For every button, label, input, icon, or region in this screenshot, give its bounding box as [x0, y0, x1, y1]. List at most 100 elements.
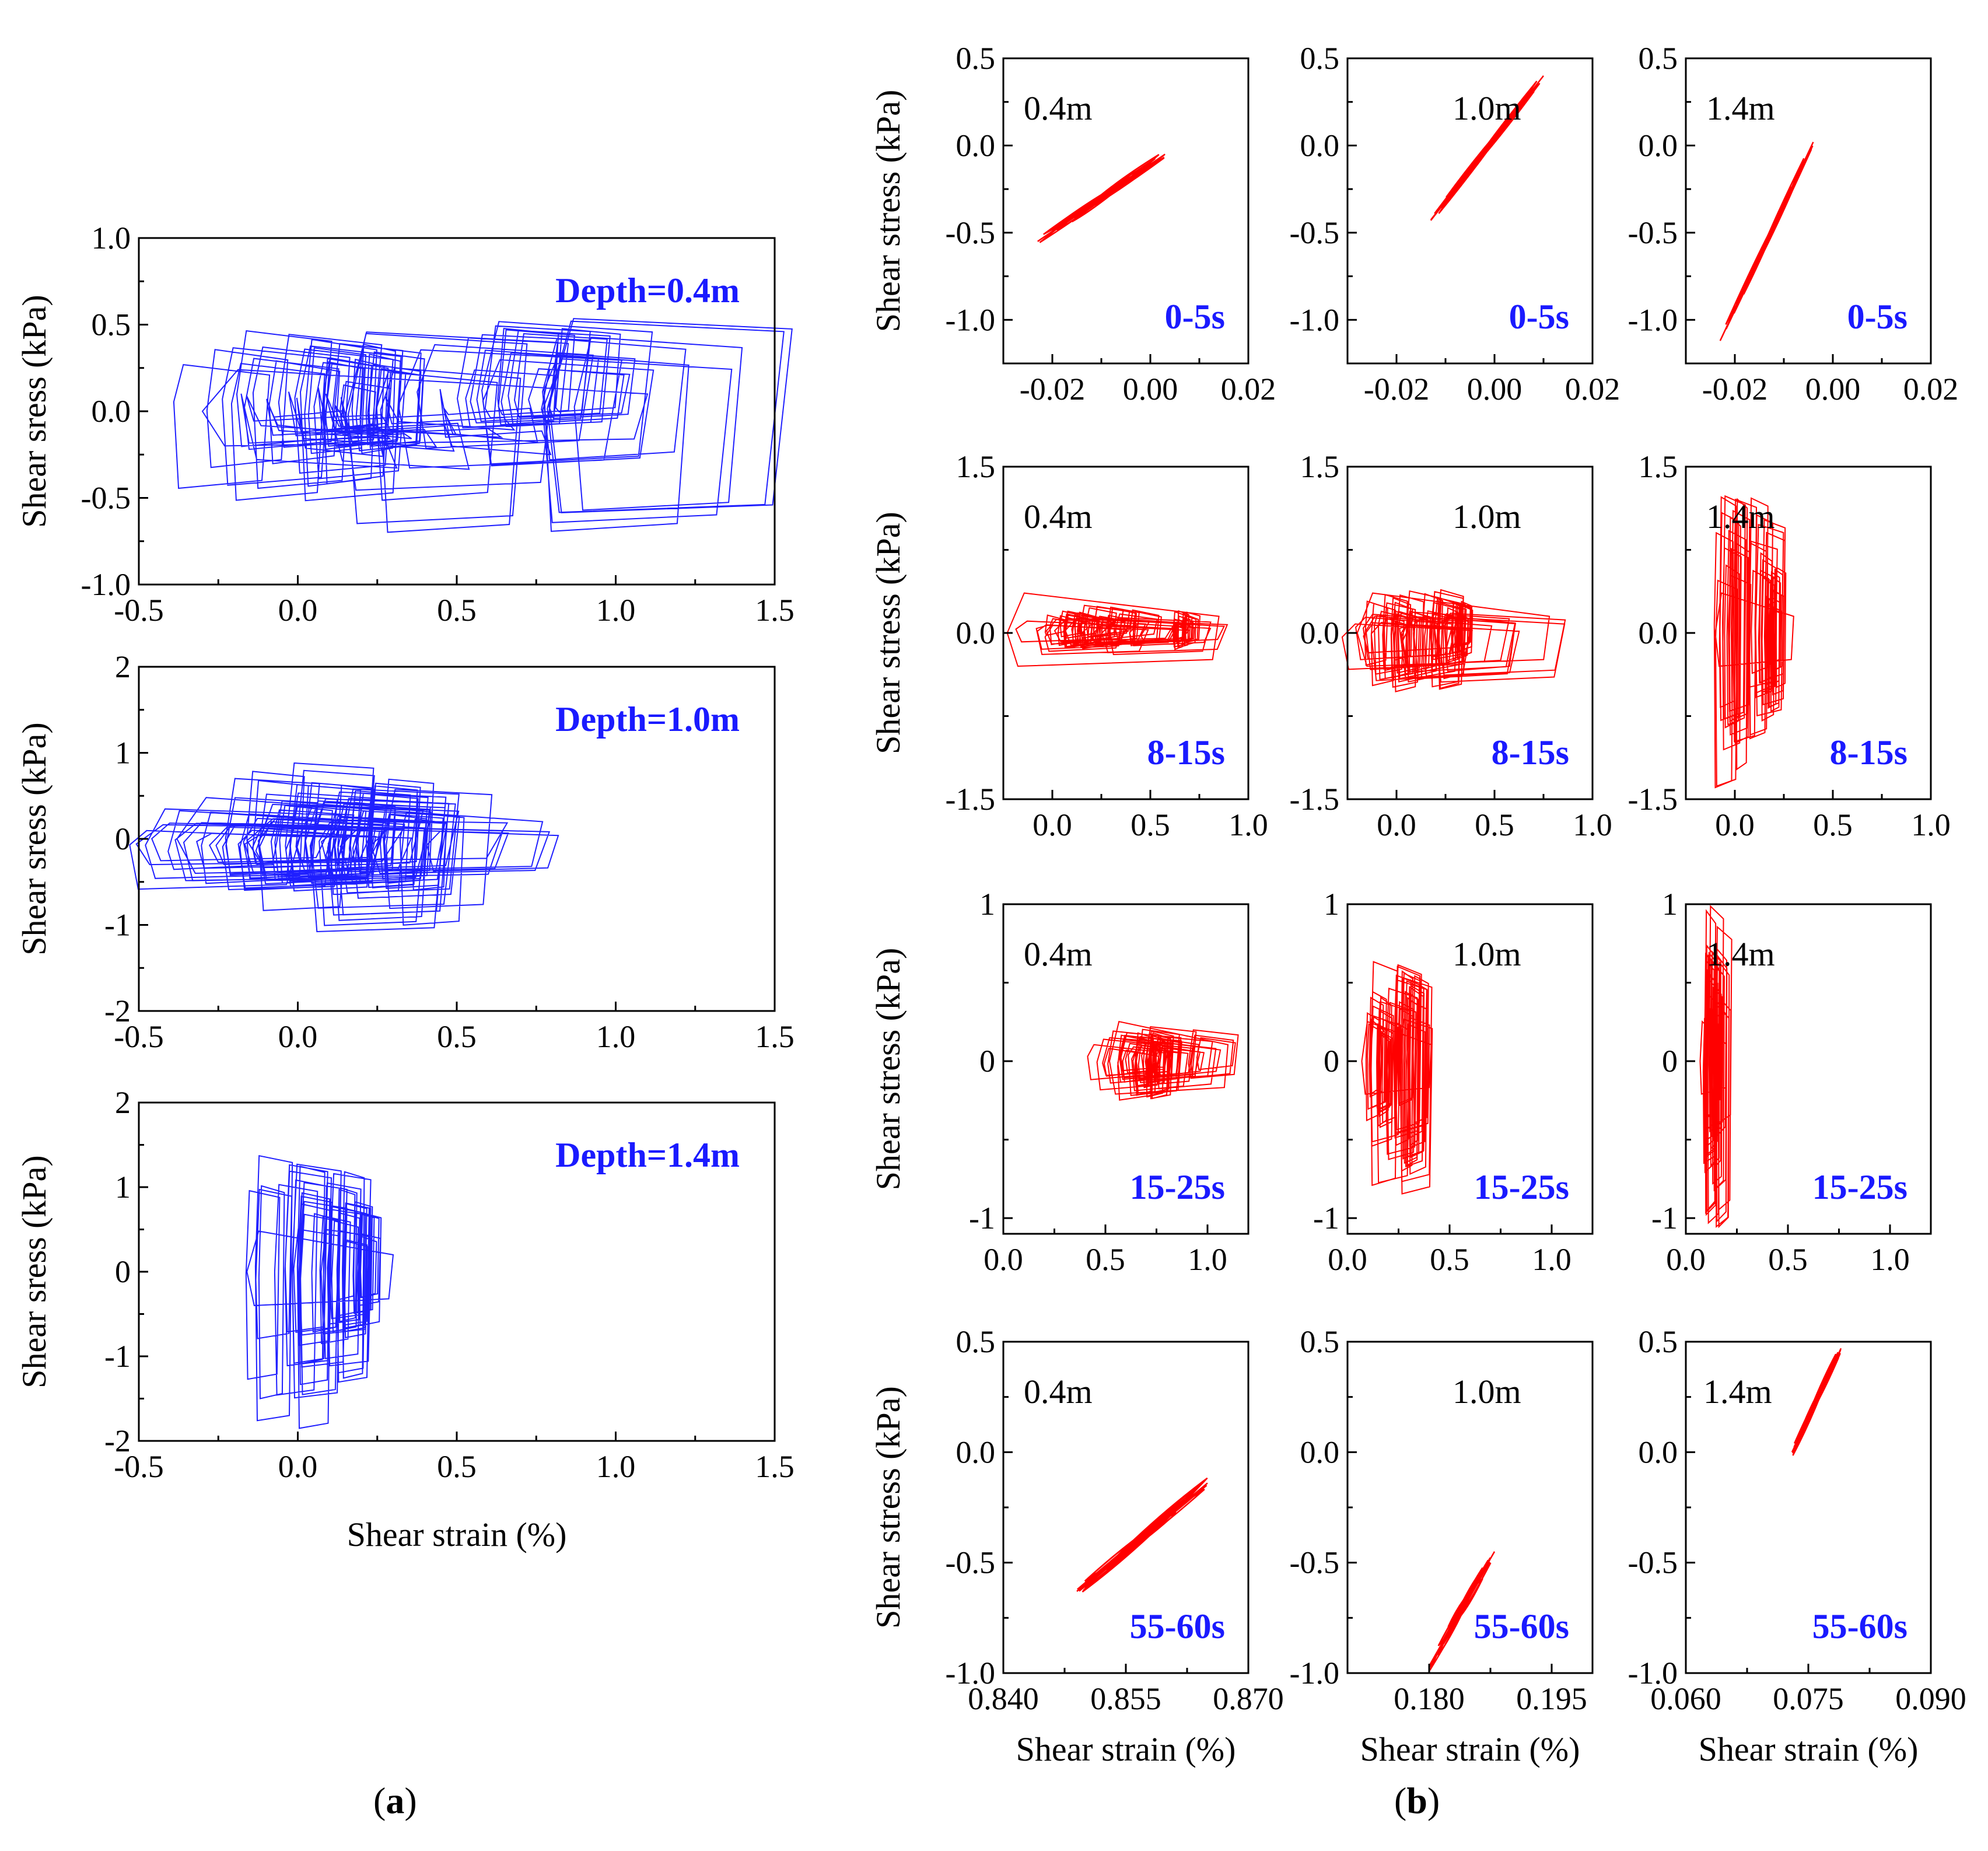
y-tick-label-b32-1: 0: [1324, 1044, 1339, 1079]
y-tick-label-a2-4: 2: [115, 649, 131, 684]
x-tick-label-a1-3: 1.0: [596, 593, 636, 628]
x-axis-label-b41: Shear strain (%): [1016, 1730, 1236, 1768]
panel-label-b: (b): [1394, 1780, 1440, 1821]
x-tick-label-b22-2: 1.0: [1573, 807, 1612, 842]
chart-b12: -0.02 0.00 0.02 -1.0 -0.5 0.0 0.5 1.0m 0-5s: [1290, 41, 1620, 407]
series-a2-loops: [129, 762, 559, 933]
x-tick-label-a2-0: -0.5: [114, 1019, 163, 1054]
y-tick-label-b31-2: 1: [979, 887, 995, 922]
y-tick-label-b32-2: 1: [1324, 887, 1339, 922]
x-tick-label-b33-1: 0.5: [1768, 1242, 1808, 1277]
y-tick-label-b13-2: 0.0: [1639, 128, 1678, 163]
y-tick-label-b31-1: 0: [979, 1044, 995, 1079]
y-tick-label-b43-1: -0.5: [1628, 1545, 1678, 1580]
y-tick-label-b11-2: 0.0: [956, 128, 996, 163]
y-axis-label-b31: Shear stress (kPa): [869, 948, 907, 1191]
chart-b22: 0.0 0.5 1.0 -1.5 0.0 1.5 1.0m 8-15s: [1290, 449, 1612, 842]
y-tick-label-b12-0: -1.0: [1290, 302, 1339, 337]
depth-label-b33: 1.4m: [1706, 935, 1775, 973]
depth-annotation-a2: Depth=1.0m: [555, 700, 740, 739]
series-b13-loops: [1719, 141, 1814, 341]
y-tick-label-b13-1: -0.5: [1628, 215, 1678, 250]
y-tick-label-b11-3: 0.5: [956, 41, 996, 76]
y-tick-label-a1-4: 1.0: [92, 221, 131, 256]
y-tick-label-b22-1: 0.0: [1300, 615, 1340, 650]
time-window-label-b41: 55-60s: [1130, 1607, 1225, 1646]
plot-frame-b32: [1346, 903, 1594, 1235]
y-tick-label-b43-0: -1.0: [1628, 1656, 1678, 1691]
depth-annotation-a3: Depth=1.4m: [555, 1136, 740, 1174]
time-window-label-b21: 8-15s: [1147, 733, 1225, 772]
depth-label-b42: 1.0m: [1452, 1373, 1521, 1411]
y-tick-label-b21-1: 0.0: [956, 615, 996, 650]
y-tick-label-b33-2: 1: [1662, 887, 1678, 922]
x-tick-label-a3-4: 1.5: [755, 1449, 794, 1484]
x-tick-label-b11-0: -0.02: [1020, 372, 1085, 407]
y-tick-label-b22-0: -1.5: [1290, 782, 1339, 817]
y-axis-label-b21: Shear stress (kPa): [869, 512, 907, 754]
x-tick-label-b13-0: -0.02: [1702, 372, 1768, 407]
depth-label-b41: 0.4m: [1024, 1373, 1093, 1411]
y-tick-label-b41-0: -1.0: [946, 1656, 995, 1691]
y-tick-label-a3-1: -1: [104, 1339, 131, 1374]
x-tick-label-b12-1: 0.00: [1467, 372, 1522, 407]
series-b23-loops: [1713, 495, 1794, 789]
y-tick-label-b13-3: 0.5: [1639, 41, 1678, 76]
y-tick-label-a2-1: -1: [104, 908, 131, 943]
y-tick-label-b23-2: 1.5: [1639, 449, 1678, 484]
x-tick-label-b43-0: 0.060: [1650, 1681, 1721, 1716]
x-tick-label-b21-1: 0.5: [1130, 807, 1170, 842]
series-a3-loops: [245, 1154, 394, 1429]
series-b43-loops: [1791, 1348, 1842, 1456]
time-window-label-b42: 55-60s: [1474, 1607, 1569, 1646]
y-tick-label-b11-0: -1.0: [946, 302, 995, 337]
plot-frame-b11: [1002, 57, 1250, 365]
time-window-label-b33: 15-25s: [1812, 1168, 1908, 1206]
depth-label-b43: 1.4m: [1703, 1373, 1772, 1411]
x-axis-label-b42: Shear strain (%): [1360, 1730, 1580, 1768]
depth-label-b12: 1.0m: [1452, 89, 1521, 127]
y-tick-label-a3-3: 1: [115, 1170, 131, 1205]
y-tick-label-b21-2: 1.5: [956, 449, 996, 484]
x-axis-label-a3: Shear strain (%): [347, 1516, 567, 1553]
x-tick-label-b21-2: 1.0: [1228, 807, 1268, 842]
series-b22-loops: [1341, 589, 1566, 692]
time-window-label-b31: 15-25s: [1130, 1168, 1225, 1206]
x-tick-label-a1-4: 1.5: [755, 593, 794, 628]
chart-b21: 0.0 0.5 1.0 -1.5 0.0 1.5 Shear stress (kPa) 0.4…: [869, 449, 1268, 842]
y-tick-label-b42-0: -1.0: [1290, 1656, 1339, 1691]
y-tick-label-b42-2: 0.0: [1300, 1434, 1340, 1469]
series-b33-loops: [1699, 905, 1732, 1229]
series-b21-loops: [1006, 592, 1228, 667]
depth-label-b22: 1.0m: [1452, 498, 1521, 536]
x-tick-label-b42-1: 0.195: [1516, 1681, 1587, 1716]
y-tick-label-b12-3: 0.5: [1300, 41, 1340, 76]
x-tick-label-b12-2: 0.02: [1565, 372, 1620, 407]
chart-b43: 0.060 0.075 0.090 -1.0 -0.5 0.0 0.5 Shear strai…: [1628, 1324, 1966, 1768]
y-tick-label-b42-3: 0.5: [1300, 1324, 1340, 1359]
chart-a3: -0.5 0.0 0.5 1.0 1.5 -2 -1 0 1 2 Shear sress (kPa)…: [15, 1085, 794, 1553]
plot-frame-b33: [1685, 903, 1932, 1235]
x-axis-label-b43: Shear strain (%): [1699, 1730, 1919, 1768]
x-tick-label-b43-1: 0.075: [1773, 1681, 1844, 1716]
y-axis-label-b41: Shear stress (kPa): [869, 1386, 907, 1629]
panel-label-a-letter: a: [386, 1780, 405, 1821]
x-tick-label-b23-2: 1.0: [1911, 807, 1951, 842]
chart-b11: -0.02 0.00 0.02 -1.0 -0.5 0.0 0.5 Shear stress …: [869, 41, 1276, 407]
series-b42-loops: [1428, 1551, 1496, 1671]
y-tick-label-b43-2: 0.0: [1639, 1434, 1678, 1469]
y-tick-label-b23-0: -1.5: [1628, 782, 1678, 817]
time-window-label-b11: 0-5s: [1165, 298, 1225, 336]
y-tick-label-a1-1: -0.5: [81, 481, 131, 516]
x-tick-label-b13-1: 0.00: [1805, 372, 1861, 407]
time-window-label-b43: 55-60s: [1812, 1607, 1908, 1646]
x-tick-label-b31-1: 0.5: [1086, 1242, 1125, 1277]
y-tick-label-a2-3: 1: [115, 736, 131, 771]
y-tick-label-b41-2: 0.0: [956, 1434, 996, 1469]
y-tick-label-b12-1: -0.5: [1290, 215, 1339, 250]
series-b31-loops: [1087, 1021, 1239, 1101]
time-window-label-b23: 8-15s: [1830, 733, 1908, 772]
chart-b23: 0.0 0.5 1.0 -1.5 0.0 1.5 1.4m 8-15s: [1628, 449, 1951, 842]
